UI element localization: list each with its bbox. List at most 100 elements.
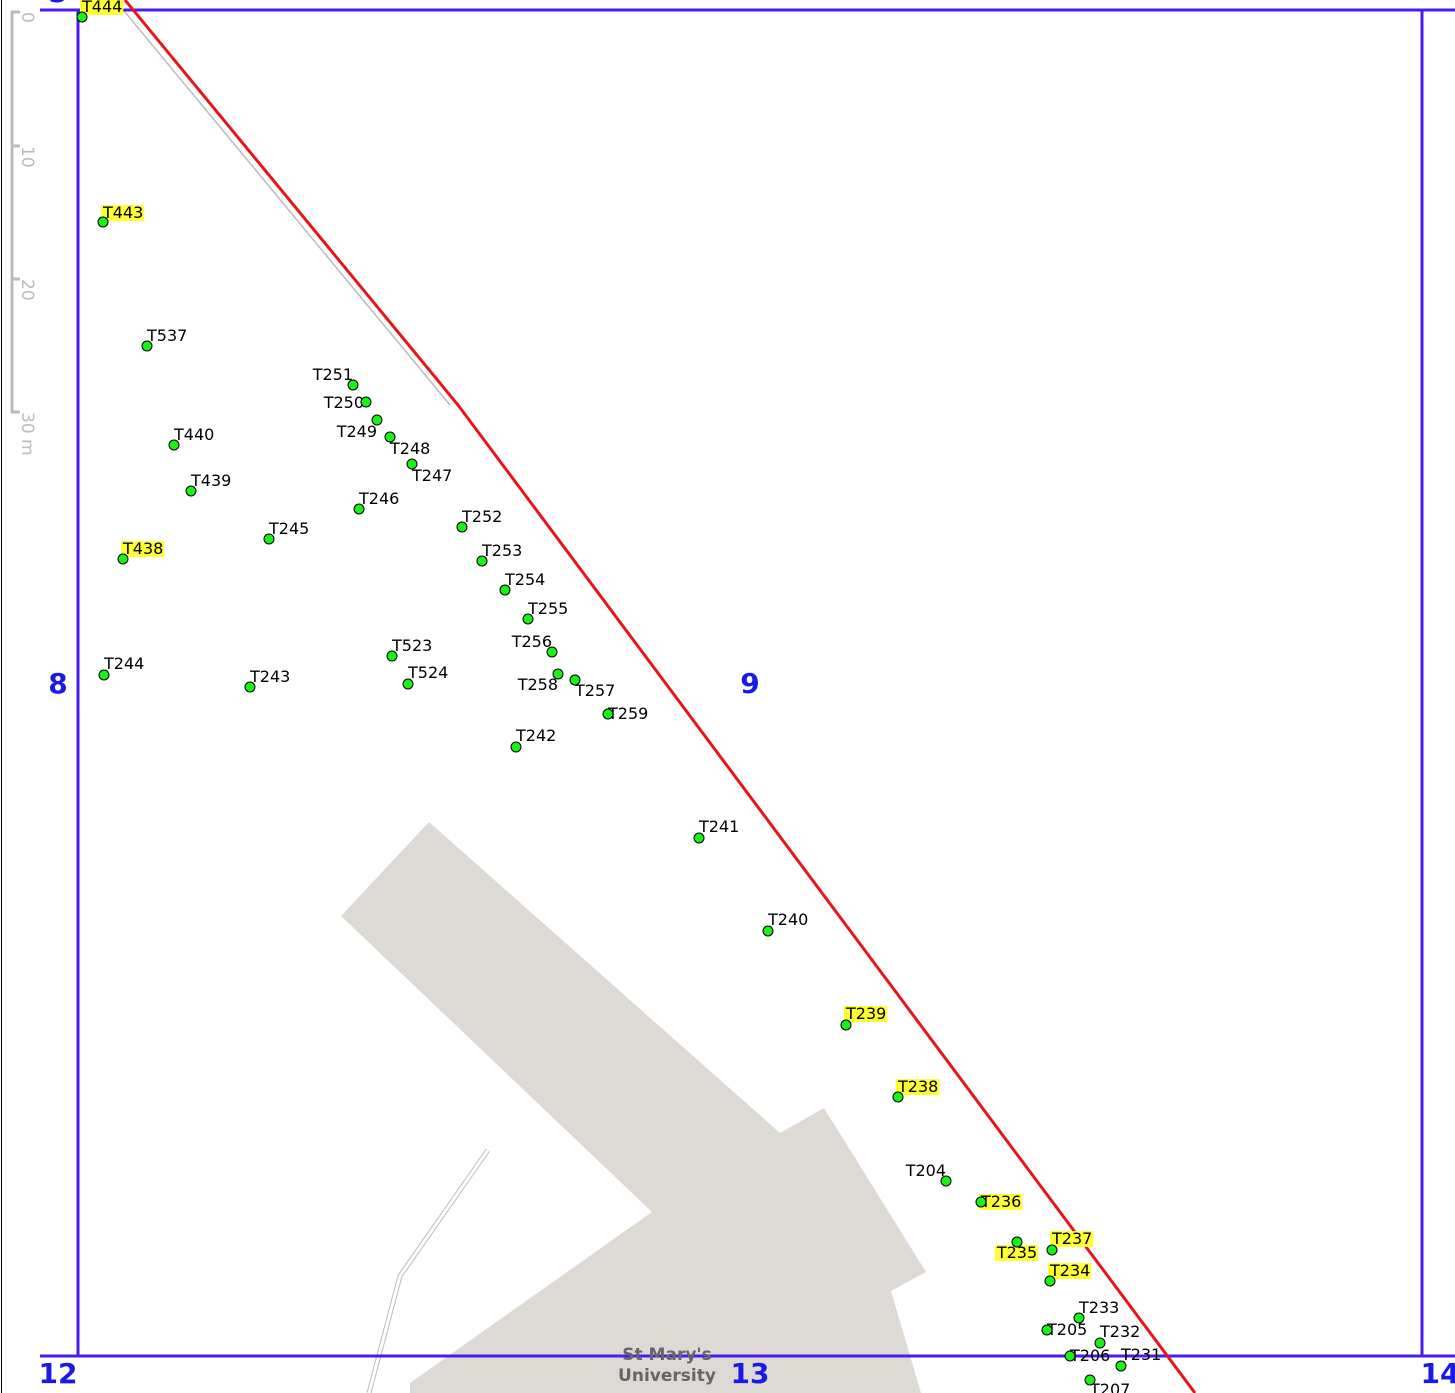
tree-label: T241 [698, 817, 739, 836]
tree-marker [347, 379, 359, 391]
tree-marker [97, 216, 109, 228]
tree-label: T204 [905, 1161, 946, 1180]
tree-label: T206 [1069, 1346, 1110, 1365]
tree-marker [1064, 1350, 1076, 1362]
tree-marker [1011, 1236, 1023, 1248]
tree-marker [168, 439, 180, 451]
tree-label: T247 [411, 466, 452, 485]
tree-label: T245 [268, 519, 309, 538]
tree-label: T232 [1099, 1322, 1140, 1341]
tree-marker [762, 925, 774, 937]
grid-label: 13 [731, 1357, 770, 1390]
tree-marker [117, 553, 129, 565]
tree-marker [940, 1175, 952, 1187]
tree-label: T239 [845, 1004, 886, 1023]
tree-marker [975, 1196, 987, 1208]
tree-label: T237 [1051, 1229, 1092, 1248]
boundary [123, 0, 1197, 1393]
place-label: University [618, 1366, 716, 1386]
tree-marker [476, 555, 488, 567]
label-highlight [1048, 1263, 1092, 1279]
tree-marker [98, 669, 110, 681]
tree-label: T233 [1078, 1298, 1119, 1317]
label-highlight [896, 1079, 940, 1095]
tree-label: T444 [81, 0, 122, 16]
grid-label: 14 [1421, 1357, 1455, 1390]
tree-label: T236 [980, 1192, 1021, 1211]
path [114, 0, 451, 406]
tree-marker [546, 646, 558, 658]
tree-label: T251 [312, 365, 353, 384]
tree-marker [76, 11, 88, 23]
tree-marker [371, 414, 383, 426]
label-highlight [844, 1006, 888, 1022]
tree-marker [569, 674, 581, 686]
tree-label: T439 [190, 471, 231, 490]
tree-marker [693, 832, 705, 844]
tree-marker [1084, 1374, 1096, 1386]
tree-label: T248 [389, 439, 430, 458]
label-highlight [80, 0, 124, 15]
tree-marker [552, 668, 564, 680]
scale-label: 10 [17, 146, 37, 168]
scale-bar [10, 10, 20, 414]
tree-label: T242 [515, 726, 556, 745]
tree-marker [406, 458, 418, 470]
tree-label: T231 [1120, 1345, 1161, 1364]
scale-label: 30 m [17, 412, 37, 456]
grid-label: 8 [48, 667, 67, 700]
tree-label: T253 [481, 541, 522, 560]
tree-label: T524 [407, 663, 448, 682]
tree-label: T523 [391, 636, 432, 655]
path [367, 1149, 490, 1393]
tree-marker [263, 533, 275, 545]
label-highlight [979, 1194, 1023, 1210]
tree-label: T240 [767, 910, 808, 929]
tree-marker [244, 681, 256, 693]
label-highlight [101, 205, 145, 221]
tree-marker [1073, 1312, 1085, 1324]
tree-label: T256 [511, 632, 552, 651]
tree-label: T443 [102, 203, 143, 222]
tree-marker [386, 650, 398, 662]
tree-marker [384, 431, 396, 443]
tree-label: T259 [607, 704, 648, 723]
tree-marker [1044, 1275, 1056, 1287]
tree-label: T254 [504, 570, 545, 589]
tree-marker [1115, 1360, 1127, 1372]
tree-marker [510, 741, 522, 753]
tree-label: T246 [358, 489, 399, 508]
grid-label: 5 [48, 0, 67, 9]
tree-marker [602, 708, 614, 720]
scale-label: 0 [17, 12, 37, 23]
grid-label: 9 [740, 667, 759, 700]
label-highlight [994, 1245, 1039, 1261]
label-highlight [1050, 1231, 1094, 1247]
tree-label: T238 [897, 1077, 938, 1096]
tree-marker [141, 340, 153, 352]
tree-label: T440 [173, 425, 214, 444]
tree-label: T207 [1089, 1380, 1130, 1393]
tree-marker [840, 1019, 852, 1031]
tree-marker [1046, 1244, 1058, 1256]
tree-label: T537 [146, 326, 187, 345]
tree-label: T234 [1049, 1261, 1090, 1280]
grid-label: 12 [39, 1357, 78, 1390]
tree-label: T243 [249, 667, 290, 686]
tree-marker [1094, 1337, 1106, 1349]
tree-label: T235 [996, 1243, 1037, 1262]
tree-marker [892, 1091, 904, 1103]
label-highlight [121, 541, 165, 557]
tree-marker [353, 503, 365, 515]
tree-marker [456, 521, 468, 533]
tree-marker [360, 396, 372, 408]
tree-marker [522, 613, 534, 625]
tree-label: T244 [103, 654, 144, 673]
tree-label: T250 [323, 393, 364, 412]
tree-marker [402, 678, 414, 690]
tree-label: T255 [527, 599, 568, 618]
tree-marker [499, 584, 511, 596]
tree-marker [185, 485, 197, 497]
tree-label: T252 [461, 507, 502, 526]
